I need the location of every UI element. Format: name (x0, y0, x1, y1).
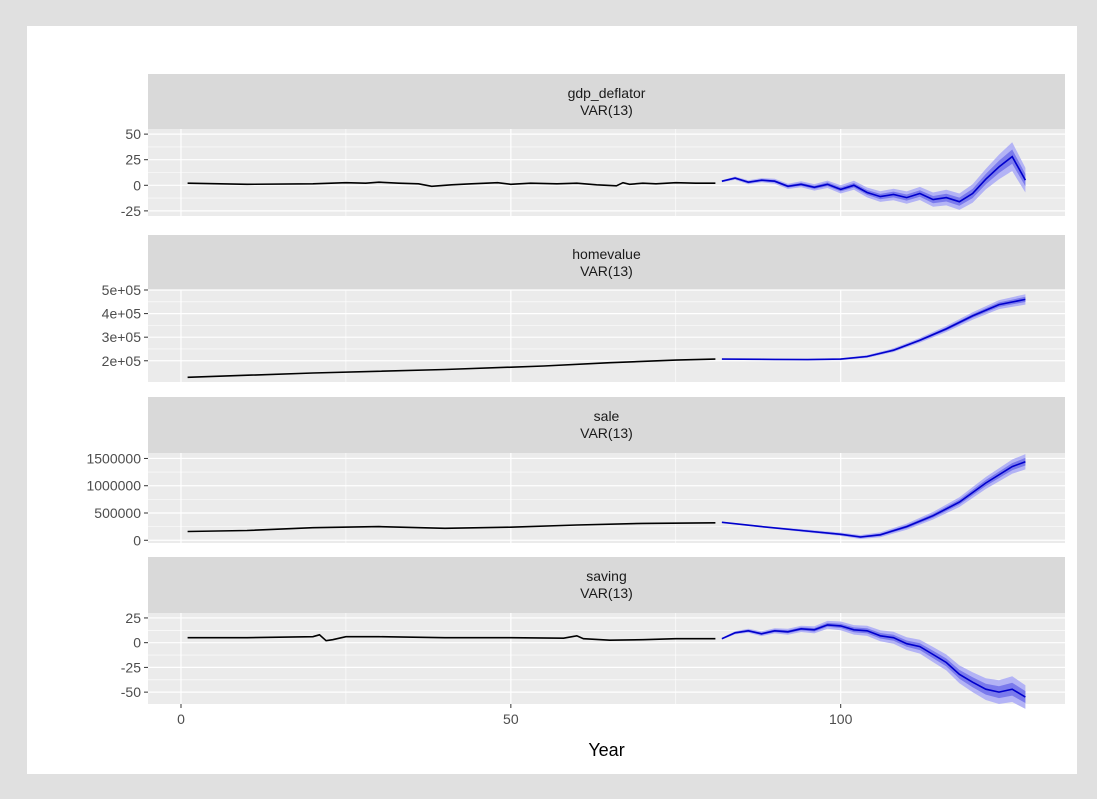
strip-model-saving: VAR(13) (580, 585, 633, 601)
strip-title-gdp_deflator: gdp_deflator (568, 85, 646, 101)
strip-gdp_deflator (148, 74, 1065, 129)
forecast-line-sale (721, 460, 1026, 538)
plot-card: gdp_deflator VAR(13) -25 0 25 50 homevalue VAR(… (27, 26, 1077, 774)
history-line-sale (187, 522, 716, 533)
panel-background-homevalue (148, 290, 1065, 382)
strip-model-gdp_deflator: VAR(13) (580, 102, 633, 118)
x-tick-label: 50 (503, 711, 519, 727)
history-line-saving (187, 633, 716, 642)
y-tick-label: 0 (133, 635, 141, 651)
y-tick-label: 0 (133, 532, 141, 548)
x-tick-label: 100 (829, 711, 853, 727)
y-tick-label: 25 (125, 152, 141, 168)
strip-title-homevalue: homevalue (572, 246, 641, 262)
y-tick-label: -25 (121, 659, 141, 675)
y-tick-label: -25 (121, 203, 141, 219)
forecast-line-saving (721, 624, 1026, 698)
y-tick-label: 4e+05 (102, 306, 142, 322)
x-axis-title: Year (588, 740, 624, 760)
strip-title-saving: saving (586, 568, 626, 584)
forecast-band-95-saving (721, 620, 1026, 709)
y-tick-label: 500000 (94, 505, 141, 521)
y-tick-label: -50 (121, 684, 141, 700)
y-tick-label: 1000000 (86, 478, 141, 494)
forecast-line-gdp_deflator (721, 155, 1027, 203)
panel-background-saving (148, 613, 1065, 704)
strip-homevalue (148, 235, 1065, 290)
strip-title-sale: sale (594, 408, 620, 424)
strip-model-sale: VAR(13) (580, 425, 633, 441)
y-tick-label: 50 (125, 126, 141, 142)
strip-saving (148, 557, 1065, 613)
y-tick-label: 25 (125, 610, 141, 626)
history-line-homevalue (187, 358, 716, 379)
y-tick-label: 3e+05 (102, 329, 142, 345)
history-line-gdp_deflator (187, 181, 716, 188)
x-tick-label: 0 (177, 711, 185, 727)
forecast-band-95-gdp_deflator (721, 142, 1026, 210)
strip-model-homevalue: VAR(13) (580, 263, 633, 279)
y-tick-label: 0 (133, 177, 141, 193)
forecast-line-homevalue (721, 298, 1026, 361)
strip-sale (148, 397, 1065, 453)
faceted-forecast-chart: gdp_deflatorVAR(13)-2502550homevalueVAR(… (86, 74, 1065, 760)
y-tick-label: 5e+05 (102, 282, 142, 298)
y-tick-label: 2e+05 (102, 353, 142, 369)
y-tick-label: 1500000 (86, 450, 141, 466)
